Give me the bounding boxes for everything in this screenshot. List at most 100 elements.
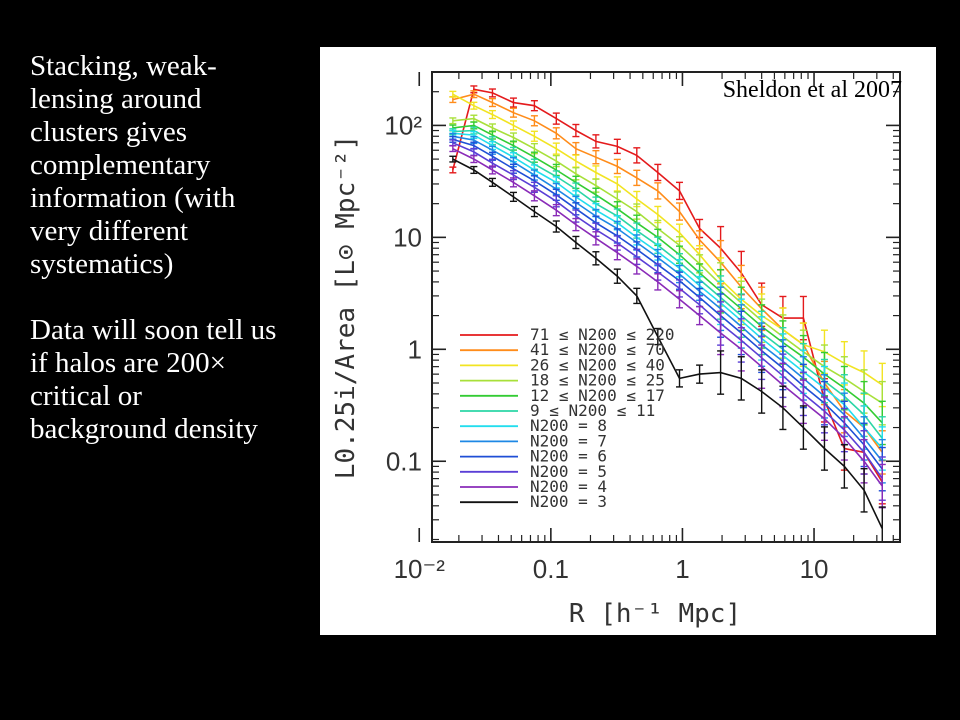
legend-entry: 26 ≤ N200 ≤ 40 <box>460 355 665 374</box>
legend-label: 9 ≤ N200 ≤ 11 <box>530 401 655 420</box>
error-bar <box>613 244 621 261</box>
error-bar <box>613 268 621 284</box>
x-tick-label: 1 <box>675 554 689 584</box>
error-bar <box>840 444 848 489</box>
error-bar <box>633 169 641 187</box>
y-tick-label: 0.1 <box>386 446 422 476</box>
error-bar <box>592 149 600 165</box>
error-bar <box>676 290 684 309</box>
legend-entry: 18 ≤ N200 ≤ 25 <box>460 371 665 390</box>
error-bar <box>509 191 517 203</box>
plot-frame <box>431 71 901 543</box>
series-7 <box>449 132 886 484</box>
error-bar <box>758 369 766 414</box>
error-bar <box>572 217 580 232</box>
error-bar <box>633 258 641 275</box>
legend-entry: 41 ≤ N200 ≤ 70 <box>460 340 665 359</box>
error-bar <box>676 202 684 221</box>
y-axis-label: L0.25i/Area [L⊙ Mpc⁻²] <box>331 135 361 479</box>
error-bar <box>449 166 457 174</box>
series-line <box>452 142 883 480</box>
error-bar <box>572 141 580 156</box>
paragraph-data-soon: Data will soon tell us if halos are 200×… <box>30 314 277 445</box>
legend-label: 12 ≤ N200 ≤ 17 <box>530 386 665 405</box>
error-bar <box>449 145 457 153</box>
error-bar <box>488 109 496 120</box>
error-bar <box>572 235 580 250</box>
y-tick-label: 10² <box>384 110 422 140</box>
error-bar <box>449 90 457 98</box>
legend-label: 26 ≤ N200 ≤ 40 <box>530 355 665 374</box>
legend-entry: N200 = 7 <box>460 431 607 450</box>
error-bar <box>552 203 560 217</box>
chart-panel: 10⁻² 0.1 1 10 0.1 1 10 10² 71 ≤ N200 ≤ 220 41 ≤ … <box>320 47 936 635</box>
error-bar <box>509 177 517 188</box>
error-bar <box>470 90 478 99</box>
chart-axes: 10⁻² 0.1 1 10 0.1 1 10 10² <box>384 71 900 584</box>
series-line <box>452 147 883 487</box>
legend-label: N200 = 8 <box>530 416 607 435</box>
error-bar <box>572 154 580 168</box>
x-tick-label: 10⁻² <box>394 554 446 584</box>
error-bar <box>696 305 704 326</box>
error-bar <box>470 155 478 164</box>
error-bar <box>530 205 538 218</box>
slide-text: Stacking, weak-lensing around clusters g… <box>30 50 280 446</box>
series-9 <box>449 139 886 501</box>
error-bar <box>592 251 600 266</box>
legend-label: 18 ≤ N200 ≤ 25 <box>530 371 665 390</box>
series-line <box>452 132 883 450</box>
series-line <box>452 138 883 470</box>
citation-label: Sheldon et al 2007 <box>722 77 902 103</box>
error-bar <box>633 287 641 305</box>
x-tick-label: 0.1 <box>533 554 569 584</box>
series-1 <box>449 90 886 475</box>
series-line <box>452 129 883 439</box>
error-bar <box>654 327 662 346</box>
error-bar <box>592 231 600 246</box>
series-11 <box>449 155 886 543</box>
error-bar <box>717 350 725 395</box>
error-bar <box>676 181 684 201</box>
error-bar <box>613 176 621 192</box>
legend-entry: N200 = 5 <box>460 462 607 481</box>
error-bar <box>530 115 538 127</box>
error-bar <box>737 356 745 401</box>
error-bar <box>552 142 560 155</box>
error-bar <box>470 101 478 110</box>
error-bar <box>488 88 496 98</box>
error-bar <box>613 158 621 175</box>
error-bar <box>676 369 684 388</box>
error-bar <box>449 117 457 125</box>
series-line <box>452 93 883 386</box>
error-bar <box>696 364 704 384</box>
chart-marks <box>449 85 886 543</box>
series-line <box>452 93 883 453</box>
legend-label: N200 = 5 <box>530 462 607 481</box>
legend-entry: N200 = 4 <box>460 477 607 496</box>
error-bar <box>509 120 517 131</box>
error-bar <box>509 107 517 118</box>
error-bar <box>820 426 828 471</box>
error-bar <box>530 130 538 142</box>
error-bar <box>488 97 496 108</box>
error-bar <box>552 112 560 125</box>
paragraph-stacking: Stacking, weak-lensing around clusters g… <box>30 50 236 280</box>
legend-entry: N200 = 8 <box>460 416 607 435</box>
y-tick-label: 1 <box>408 334 422 364</box>
error-bar <box>488 177 496 187</box>
error-bar <box>592 134 600 149</box>
error-bar <box>592 165 600 180</box>
series-line <box>452 135 883 462</box>
legend-entry: 71 ≤ N200 ≤ 220 <box>460 325 675 344</box>
error-bar <box>779 385 787 431</box>
series-line <box>452 124 883 424</box>
error-bar <box>633 147 641 164</box>
series-8 <box>449 135 886 492</box>
error-bar <box>860 468 868 513</box>
legend-entry: 12 ≤ N200 ≤ 17 <box>460 386 665 405</box>
error-bar <box>552 220 560 233</box>
x-tick-label: 10 <box>800 554 829 584</box>
error-bar <box>509 97 517 108</box>
